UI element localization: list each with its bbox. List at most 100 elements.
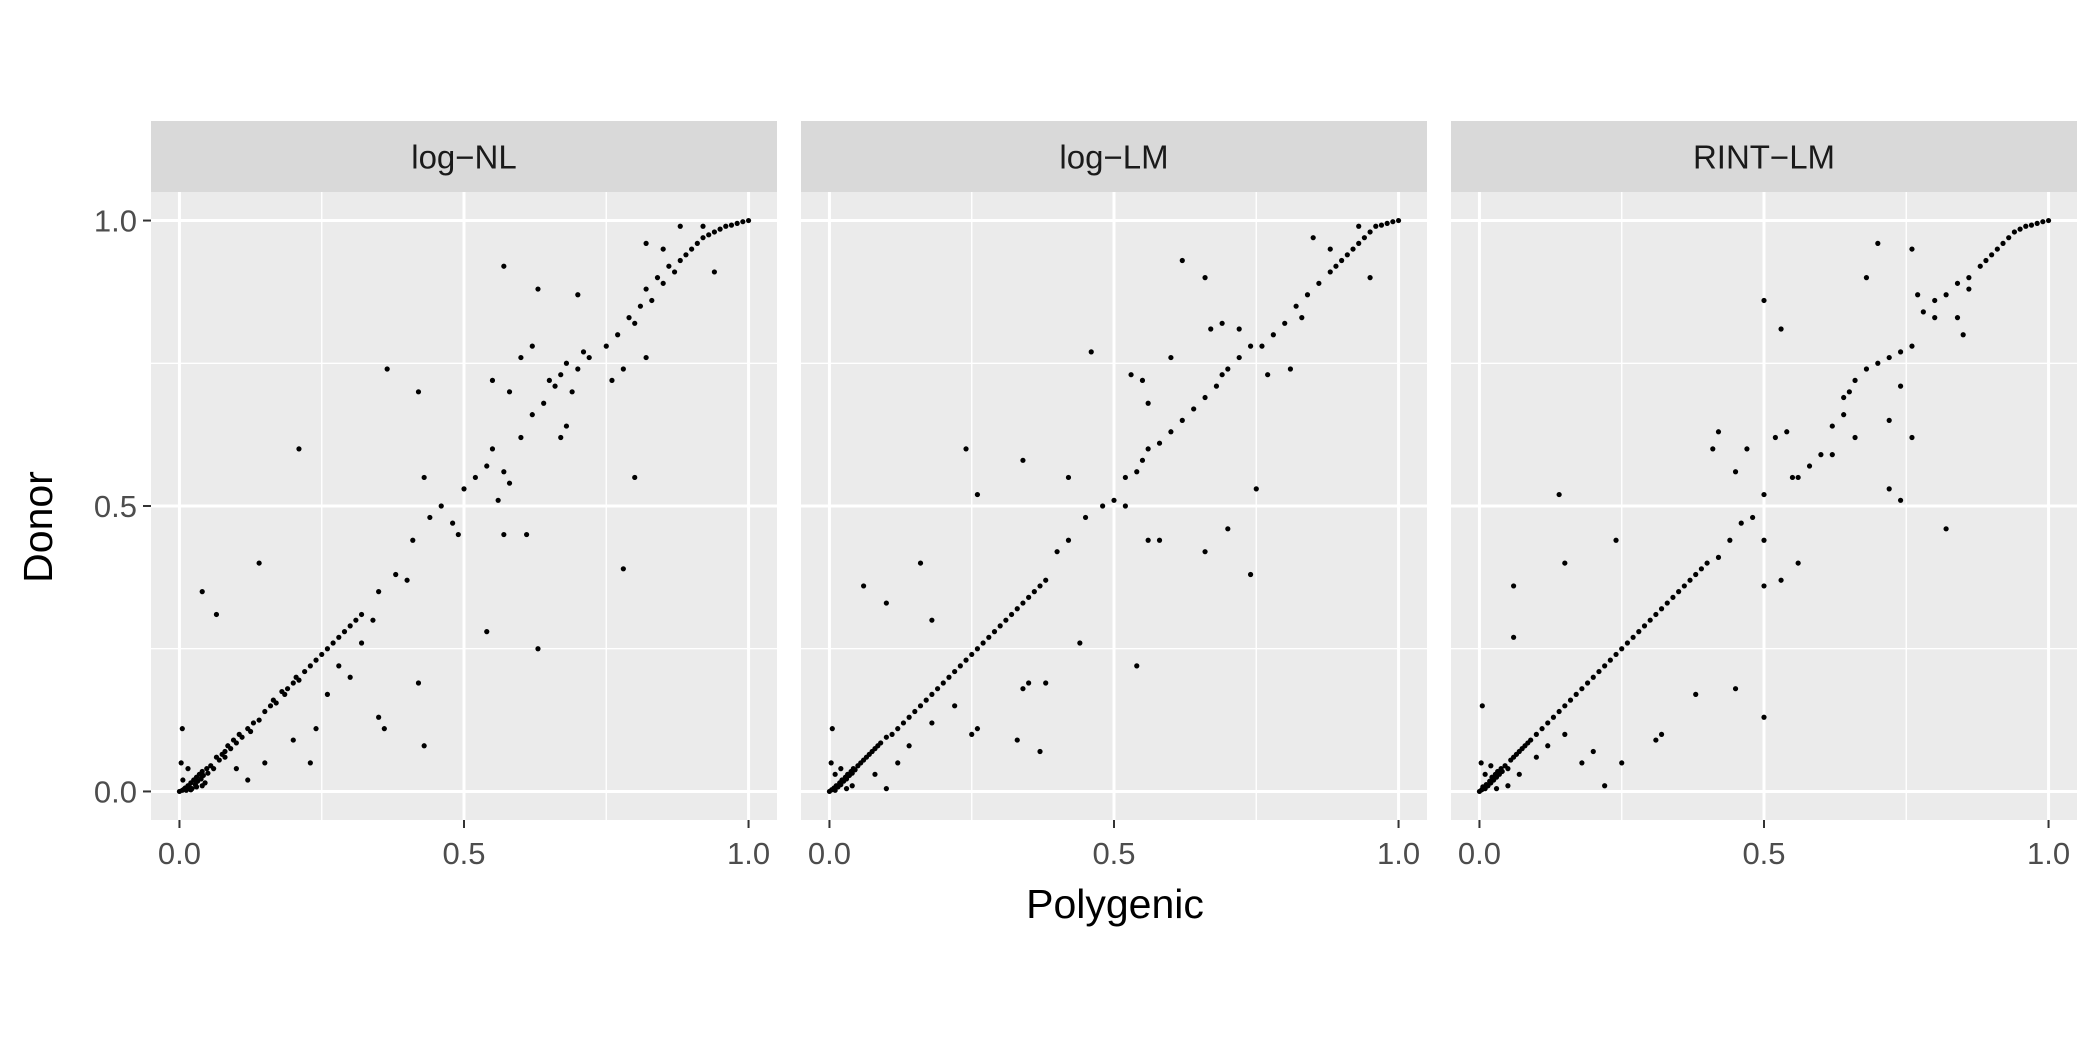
scatter-point [336,634,342,640]
scatter-point [529,412,535,418]
scatter-point [946,674,952,680]
scatter-point [2000,240,2006,246]
scatter-point [370,617,376,623]
scatter-point [1065,474,1072,481]
scatter-point [980,640,986,646]
scatter-point [1327,269,1333,275]
facet-panel: log−LM 0.0 0.5 1.0 [801,121,1427,871]
scatter-point [620,566,626,572]
scatter-point [450,520,456,526]
scatter-point [1818,452,1824,458]
scatter-point [1897,497,1904,503]
scatter-point [222,748,228,755]
scatter-point [906,743,912,749]
scatter-point [1139,377,1146,383]
scatter-point [1128,372,1134,378]
scatter-point [1897,349,1904,355]
scatter-point [319,651,325,658]
scatter-point [1367,275,1373,281]
scatter-point [1043,577,1049,583]
scatter-point [745,217,752,224]
scatter-point [1841,394,1847,401]
scatter-point [1026,680,1032,686]
scatter-point [1698,566,1704,572]
scatter-point [1658,731,1665,737]
scatter-point [991,629,998,635]
scatter-point [1168,354,1174,361]
scatter-point [1943,292,1949,298]
scatter-point [1499,768,1505,775]
scatter-point [1327,246,1333,252]
scatter-point [1875,360,1881,366]
scatter-point [438,503,444,509]
scatter-point [421,474,427,481]
scatter-point [1511,634,1517,640]
scatter-point [1134,663,1140,669]
scatter-point [1031,589,1037,595]
scatter-point [535,646,541,652]
scatter-point [1584,680,1591,686]
scatter-point [250,720,257,726]
scatter-point [1687,577,1693,583]
scatter-point [1567,697,1574,703]
scatter-point [1932,297,1938,304]
scatter-point [852,767,858,773]
x-tick-label: 1.0 [727,836,770,871]
scatter-point [1761,297,1767,304]
scatter-point [643,354,649,361]
scatter-point [700,235,706,241]
scatter-point [929,617,935,623]
scatter-point [546,377,552,383]
scatter-point [336,663,342,669]
scatter-point [1989,252,1995,258]
y-axis-title: Donor [15,471,61,583]
scatter-point [895,760,901,766]
scatter-point [929,691,935,698]
scatter-point [1932,315,1938,321]
scatter-point [1384,220,1390,226]
scatter-point [1761,583,1767,589]
x-tick-label: 0.0 [158,836,201,871]
scatter-point [1373,223,1379,229]
scatter-point [1145,446,1151,452]
scatter-point [188,787,194,793]
scatter-point [1003,617,1009,623]
scatter-point [923,697,929,703]
scatter-point [1145,400,1151,406]
scatter-point [1026,594,1032,600]
y-tick-label: 1.0 [94,204,137,239]
scatter-point [974,646,981,652]
scatter-point [934,686,941,692]
scatter-point [1920,309,1926,315]
scatter-point [1088,349,1094,355]
scatter-point [535,286,541,292]
scatter-point [200,772,206,779]
scatter-point [1784,429,1790,435]
scatter-point [1054,549,1060,555]
scatter-point [501,531,507,538]
scatter-point [472,474,478,481]
scatter-point [541,400,547,406]
scatter-point [1954,315,1961,321]
scatter-point [1613,651,1619,658]
scatter-point [1653,611,1659,618]
scatter-point [1037,583,1043,589]
scatter-point [524,531,530,538]
scatter-point [974,491,981,498]
scatter-point [838,782,844,788]
scatter-point [952,668,958,675]
scatter-point [552,383,558,389]
scatter-point [1886,417,1892,423]
scatter-point [1761,491,1767,498]
scatter-point [1761,537,1767,543]
scatter-point [1727,537,1733,543]
scatter-point [829,726,835,732]
scatter-point [872,771,878,777]
scatter-point [728,222,735,228]
scatter-point [1139,457,1146,463]
scatter-point [1304,292,1311,298]
scatter-point [683,252,689,258]
scatter-point [2034,220,2040,226]
scatter-point [849,770,855,776]
scatter-point [1482,771,1488,777]
